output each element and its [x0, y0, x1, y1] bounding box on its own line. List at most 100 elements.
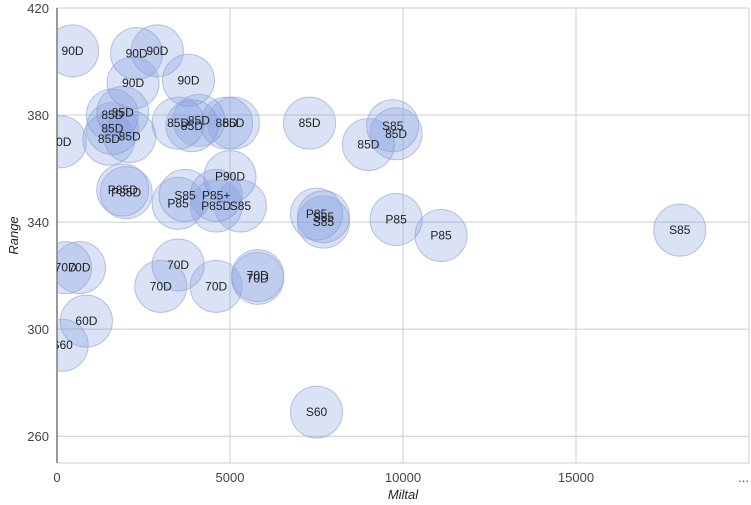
bubble-label: 70D [247, 271, 269, 285]
y-tick-label: 420 [27, 1, 49, 16]
bubble[interactable] [290, 385, 343, 439]
bubble[interactable] [130, 24, 184, 78]
bubble-label: P85 [385, 212, 407, 226]
bubble[interactable] [85, 101, 139, 155]
bubble[interactable] [203, 150, 257, 204]
bubble-label: 90D [177, 73, 199, 87]
x-axis-title: Miltal [388, 487, 419, 502]
bubble-label: 85D [216, 116, 238, 130]
y-tick-label: 260 [27, 429, 49, 444]
bubble[interactable] [59, 294, 113, 348]
bubble[interactable] [36, 318, 89, 372]
x-tick-label: 15000 [558, 470, 594, 485]
bubble[interactable] [172, 93, 226, 147]
bubble-label: S85 [174, 188, 196, 202]
bubble-label: P85 [430, 229, 452, 243]
bubble[interactable] [110, 27, 164, 80]
bubble[interactable] [85, 88, 139, 142]
bubble[interactable] [283, 96, 337, 150]
bubble[interactable] [653, 203, 707, 257]
bubble-label: 85D [181, 119, 203, 133]
bubble[interactable] [189, 259, 243, 313]
bubble[interactable] [369, 192, 423, 246]
y-tick-label: 380 [27, 108, 49, 123]
bubble[interactable] [231, 251, 285, 305]
bubble[interactable] [34, 115, 87, 169]
bubble-label: P85D [201, 199, 231, 213]
y-axis-title: Range [6, 216, 21, 254]
bubble[interactable] [161, 53, 215, 107]
bubble[interactable] [99, 166, 153, 220]
bubble-label: 70D [205, 279, 227, 293]
bubble-label: P85+ [202, 188, 230, 202]
bubble[interactable] [200, 96, 254, 150]
y-tick-label: 300 [27, 322, 49, 337]
x-tick-label: 0 [53, 470, 60, 485]
bubble[interactable] [366, 99, 420, 153]
bubble-label: 70D [55, 261, 77, 275]
x-tick-label: 10000 [385, 470, 421, 485]
bubble-label: 90D [62, 44, 84, 58]
bubble-label: S85 [230, 199, 252, 213]
bubble[interactable] [134, 259, 188, 313]
bubble[interactable] [213, 179, 267, 233]
bubble-label: 85D [112, 105, 134, 119]
bubble-label: 70D [150, 279, 172, 293]
bubble[interactable] [290, 187, 343, 241]
bubble[interactable] [296, 195, 350, 249]
bubble-label: 70D [167, 258, 189, 272]
gridlines [57, 7, 750, 463]
bubble[interactable] [106, 56, 160, 110]
bubble-label: P90D [215, 170, 245, 184]
bubble[interactable] [165, 99, 219, 153]
bubble-label: 85D [101, 121, 123, 135]
x-tick-label: ... [738, 470, 749, 485]
bubble-label: S85 [313, 210, 335, 224]
bubble-label: 85D [188, 113, 210, 127]
bubble-label: 90D [49, 135, 71, 149]
bubble-label: 90D [122, 76, 144, 90]
y-tick-label: 340 [27, 215, 49, 230]
bubble[interactable] [103, 109, 157, 163]
bubble[interactable] [53, 241, 106, 295]
bubble[interactable] [82, 112, 136, 166]
bubble-label: P85 [167, 196, 189, 210]
bubble-label: 90D [126, 47, 148, 61]
bubble[interactable] [296, 190, 350, 244]
bubble-label: P85D [111, 186, 141, 200]
bubble-label: P85D [108, 183, 138, 197]
bubble-label: S85 [382, 119, 404, 133]
bubble-label: 85D [167, 116, 189, 130]
bubble-label: 85D [101, 108, 123, 122]
bubble[interactable] [189, 179, 243, 233]
bubble-label: 60D [75, 314, 97, 328]
bubble[interactable] [206, 96, 260, 150]
bubble[interactable] [40, 241, 93, 295]
bubble-label: 85D [357, 138, 379, 152]
bubble-label: P85 [306, 207, 328, 221]
bubble[interactable] [96, 163, 150, 217]
bubble[interactable] [47, 24, 100, 78]
bubble-label: 85D [119, 129, 141, 143]
bubble-label: 70D [247, 269, 269, 283]
bubble-label: 85D [385, 127, 407, 141]
bubble-label: 85D [299, 116, 321, 130]
bubble-label: S85 [669, 223, 691, 237]
bubble-label: 90D [146, 44, 168, 58]
tick-labels: 0 5000 10000 15000 ... 260 300 340 380 420 [27, 1, 749, 485]
bubble[interactable] [369, 107, 423, 161]
bubble[interactable] [96, 85, 150, 139]
bubble-label: 85D [98, 132, 120, 146]
bubble-label: S85 [313, 215, 335, 229]
bubble-label: 70D [68, 261, 90, 275]
bubble[interactable] [341, 118, 395, 171]
bubble-label: S60 [52, 338, 74, 352]
bubble[interactable] [414, 209, 468, 262]
bubble-label: S60 [306, 405, 328, 419]
bubble[interactable] [158, 168, 212, 222]
axes [56, 8, 749, 464]
bubbles [34, 24, 707, 439]
x-tick-label: 5000 [216, 470, 245, 485]
